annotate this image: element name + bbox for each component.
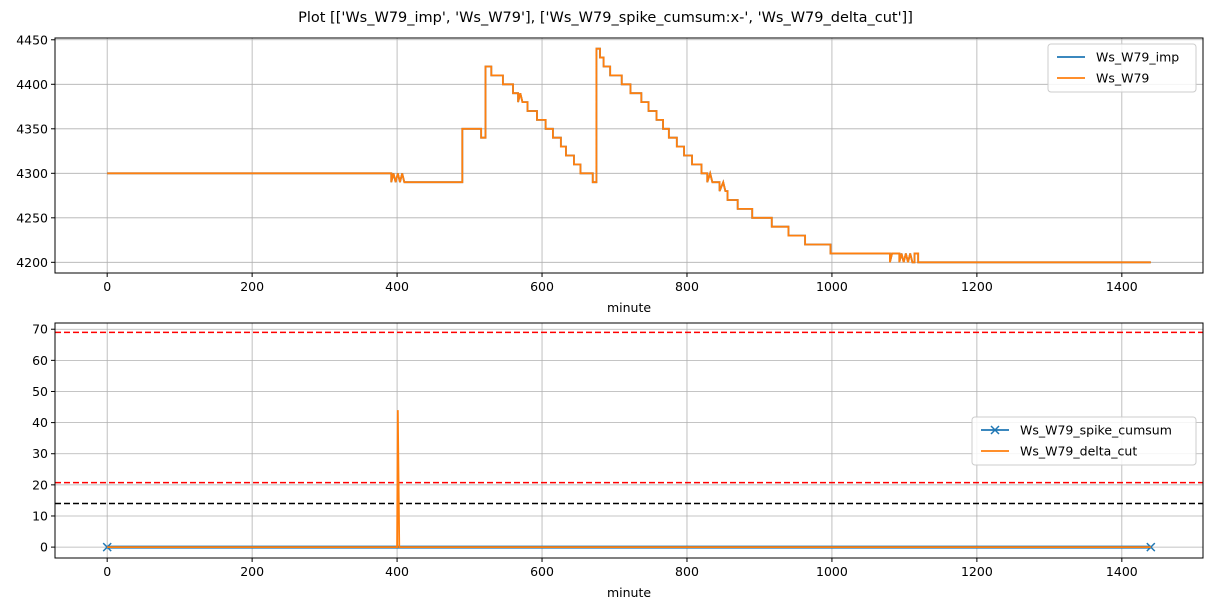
top-plot-area — [107, 47, 1151, 264]
bottom-x-tick-label: 1000 — [816, 564, 848, 579]
bottom-x-tick-label: 600 — [530, 564, 554, 579]
top-x-tick-label: 1200 — [961, 279, 993, 294]
top-legend-label: Ws_W79_imp — [1096, 50, 1179, 65]
top-x-tick-label: 1000 — [816, 279, 848, 294]
bottom-legend-marker — [990, 425, 1000, 435]
bottom-legend-label: Ws_W79_delta_cut — [1020, 444, 1137, 459]
top-y-tick-label: 4350 — [16, 121, 48, 136]
bottom-chart: 0 200 400 600 800 1000 1200 1400 0 10 20 30 40 50 60 70… — [32, 322, 1204, 600]
top-series-1 — [107, 47, 1151, 264]
top-series-2 — [107, 47, 1151, 264]
bottom-x-tick-label: 800 — [675, 564, 699, 579]
top-legend: Ws_W79_imp Ws_W79 — [1047, 43, 1197, 93]
bottom-y-tick-label: 20 — [32, 477, 48, 492]
bottom-y-tick-label: 70 — [32, 322, 48, 337]
bottom-legend: Ws_W79_spike_cumsum Ws_W79_delta_cut — [971, 416, 1197, 466]
top-y-tick-label: 4250 — [16, 210, 48, 225]
bottom-y-tick-label: 60 — [32, 353, 48, 368]
top-x-tick-label: 800 — [675, 279, 699, 294]
top-chart: 0 200 400 600 800 1000 1200 1400 4200 4250 4300 435… — [16, 32, 1204, 315]
top-y-tick-label: 4200 — [16, 255, 48, 270]
bottom-y-tick-label: 50 — [32, 384, 48, 399]
figure-title: Plot [['Ws_W79_imp', 'Ws_W79'], ['Ws_W79… — [298, 10, 913, 26]
top-legend-box — [1047, 43, 1197, 93]
top-x-tick-label: 0 — [103, 279, 111, 294]
top-x-tick-label: 600 — [530, 279, 554, 294]
bottom-y-tick-label: 40 — [32, 415, 48, 430]
bottom-x-tick-label: 1400 — [1106, 564, 1138, 579]
top-axes-frame — [54, 37, 1204, 274]
bottom-x-tick-label: 200 — [240, 564, 264, 579]
bottom-series-2 — [107, 410, 1151, 549]
top-y-tick-label: 4300 — [16, 166, 48, 181]
bottom-x-tick-label: 1200 — [961, 564, 993, 579]
bottom-x-tick-label: 0 — [103, 564, 111, 579]
bottom-legend-label: Ws_W79_spike_cumsum — [1020, 423, 1172, 438]
bottom-axes-frame — [54, 322, 1204, 559]
bottom-y-tick-label: 0 — [40, 540, 48, 555]
top-y-tick-label: 4450 — [16, 32, 48, 47]
bottom-legend-box — [971, 416, 1197, 466]
top-legend-label: Ws_W79 — [1096, 71, 1149, 86]
bottom-plot-area — [55, 331, 1203, 552]
bottom-y-tick-label: 30 — [32, 446, 48, 461]
top-x-tick-label: 200 — [240, 279, 264, 294]
bottom-x-axis-label: minute — [607, 585, 651, 600]
top-x-axis-label: minute — [607, 300, 651, 315]
bottom-x-tick-label: 400 — [385, 564, 409, 579]
top-x-tick-label: 400 — [385, 279, 409, 294]
top-y-tick-label: 4400 — [16, 77, 48, 92]
top-x-tick-label: 1400 — [1106, 279, 1138, 294]
bottom-y-tick-label: 10 — [32, 508, 48, 523]
